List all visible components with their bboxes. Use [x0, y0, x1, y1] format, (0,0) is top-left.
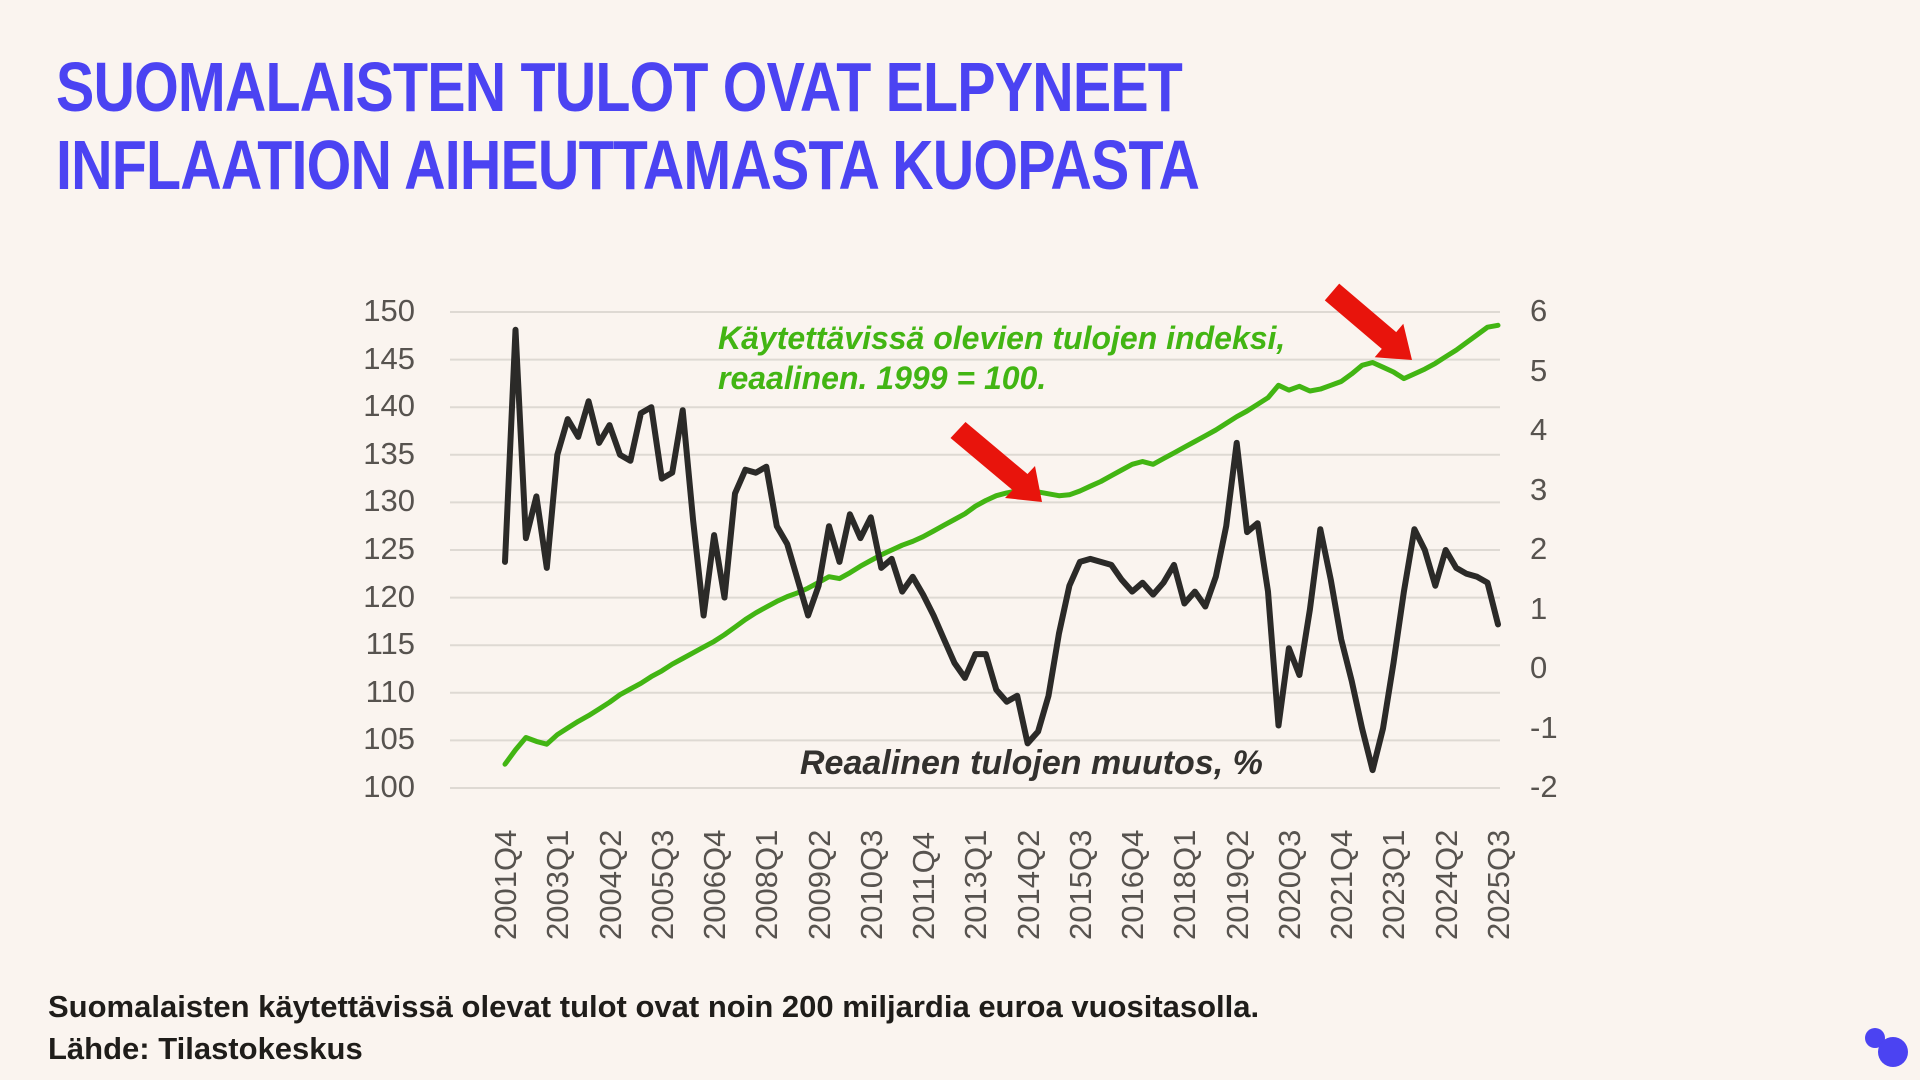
x-axis-tick: 2001Q4: [488, 829, 523, 940]
red-arrow-2014-dip-icon: [950, 422, 1042, 502]
left-axis-tick: 100: [363, 769, 415, 804]
right-axis-tick: 3: [1530, 471, 1548, 507]
x-axis-tick: 2014Q2: [1010, 829, 1046, 940]
x-axis-tick: 2023Q1: [1376, 829, 1412, 940]
black-series-label: Reaalinen tulojen muutos, %: [800, 744, 1263, 782]
left-axis-tick: 140: [363, 388, 415, 424]
left-axis-tick: 135: [363, 435, 415, 471]
right-axis-tick: 6: [1530, 293, 1548, 328]
left-axis-tick: 150: [363, 293, 415, 328]
page-title-line1: SUOMALAISTEN TULOT OVAT ELPYNEET: [56, 48, 1183, 126]
right-axis-tick: -2: [1530, 769, 1558, 804]
x-axis-tick: 2021Q4: [1324, 829, 1360, 940]
green-series-label-line1: Käytettävissä olevien tulojen indeksi,: [718, 320, 1286, 356]
left-axis-tick: 120: [363, 578, 415, 614]
income-index-line: [502, 322, 1501, 767]
page-title-line2: INFLAATION AIHEUTTAMASTA KUOPASTA: [56, 126, 1200, 204]
x-axis-tick: 2010Q3: [853, 829, 889, 940]
x-axis-tick: 2024Q2: [1428, 829, 1464, 940]
x-axis-tick: 2025Q3: [1481, 829, 1516, 940]
right-axis-tick: 5: [1530, 352, 1548, 388]
right-axis-tick: 2: [1530, 531, 1548, 566]
footer-note: Suomalaisten käytettävissä olevat tulot …: [48, 986, 1259, 1070]
page-title: SUOMALAISTEN TULOT OVAT ELPYNEET INFLAAT…: [56, 48, 1200, 204]
red-arrows: [950, 283, 1412, 502]
gridlines: [450, 311, 1500, 789]
right-axis-tick: 1: [1530, 590, 1548, 626]
x-axis-tick: 2004Q2: [592, 829, 628, 940]
right-axis-tick: -1: [1530, 709, 1558, 745]
red-arrow-2023-dip-icon: [1324, 283, 1412, 360]
left-axis-tick: 110: [365, 673, 415, 709]
x-axis-tick: 2008Q1: [749, 829, 785, 940]
x-axis-tick: 2015Q3: [1062, 829, 1098, 940]
footer-note-line2: Lähde: Tilastokeskus: [48, 1031, 363, 1066]
green-series-label-line2: reaalinen. 1999 = 100.: [718, 360, 1047, 396]
footer-note-line1: Suomalaisten käytettävissä olevat tulot …: [48, 989, 1260, 1024]
x-axis-tick: 2003Q1: [540, 829, 576, 940]
x-axis-tick: 2009Q2: [801, 829, 837, 940]
left-axis-tick: 105: [363, 721, 415, 757]
x-axis-tick: 2011Q4: [906, 831, 942, 940]
x-axis-tick: 2016Q4: [1115, 829, 1151, 940]
series-lines: [502, 322, 1501, 774]
x-axis-tick: 2013Q1: [958, 829, 994, 940]
green-series-label: Käytettävissä olevien tulojen indeksi, r…: [718, 318, 1285, 398]
right-axis-tick: 0: [1530, 650, 1548, 685]
left-axis-tick: 145: [363, 340, 415, 376]
left-axis-tick: 125: [363, 531, 415, 566]
income-change-line: [502, 326, 1501, 774]
left-axis-tick: 130: [363, 483, 415, 519]
right-axis-tick: 4: [1530, 412, 1548, 447]
left-axis-tick: 115: [365, 626, 415, 662]
x-axis-tick: 2018Q1: [1167, 829, 1203, 940]
x-axis-tick: 2020Q3: [1271, 829, 1307, 940]
x-axis-tick: 2006Q4: [697, 829, 733, 940]
x-axis-tick: 2005Q3: [644, 829, 680, 940]
x-axis-tick: 2019Q2: [1219, 829, 1255, 940]
